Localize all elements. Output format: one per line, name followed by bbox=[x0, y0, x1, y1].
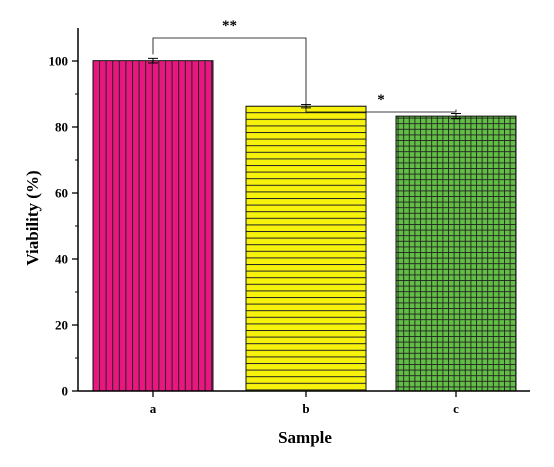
bar-c bbox=[395, 115, 517, 392]
bars-layer bbox=[92, 60, 517, 392]
y-axis-title: Viability (%) bbox=[23, 170, 42, 265]
error-bar-c bbox=[451, 112, 461, 120]
error-bar-a bbox=[148, 57, 158, 64]
significance-label-b-c: * bbox=[377, 92, 385, 108]
significance-line-b-c bbox=[305, 100, 457, 113]
significance-bracket-a-b: ** bbox=[152, 18, 307, 101]
x-tick-label-c: c bbox=[453, 401, 459, 416]
y-tick-label-100: 100 bbox=[49, 54, 69, 69]
significance-layer: *** bbox=[152, 18, 457, 113]
bar-a bbox=[92, 60, 214, 392]
x-axis-title: Sample bbox=[278, 428, 332, 447]
bar-b bbox=[245, 105, 367, 392]
x-tick-label-b: b bbox=[302, 401, 309, 416]
significance-label-a-b: ** bbox=[222, 18, 237, 34]
y-tick-label-60: 60 bbox=[55, 186, 68, 201]
y-tick-label-20: 20 bbox=[55, 318, 68, 333]
significance-bracket-b-c: * bbox=[305, 92, 457, 113]
y-tick-label-80: 80 bbox=[55, 120, 68, 135]
axes-layer: 0 20 40 60 80 100 a b c bbox=[49, 28, 530, 416]
x-tick-label-a: a bbox=[150, 401, 157, 416]
y-tick-label-40: 40 bbox=[55, 252, 68, 267]
significance-line-a-b bbox=[152, 37, 307, 101]
y-tick-label-0: 0 bbox=[62, 384, 69, 399]
